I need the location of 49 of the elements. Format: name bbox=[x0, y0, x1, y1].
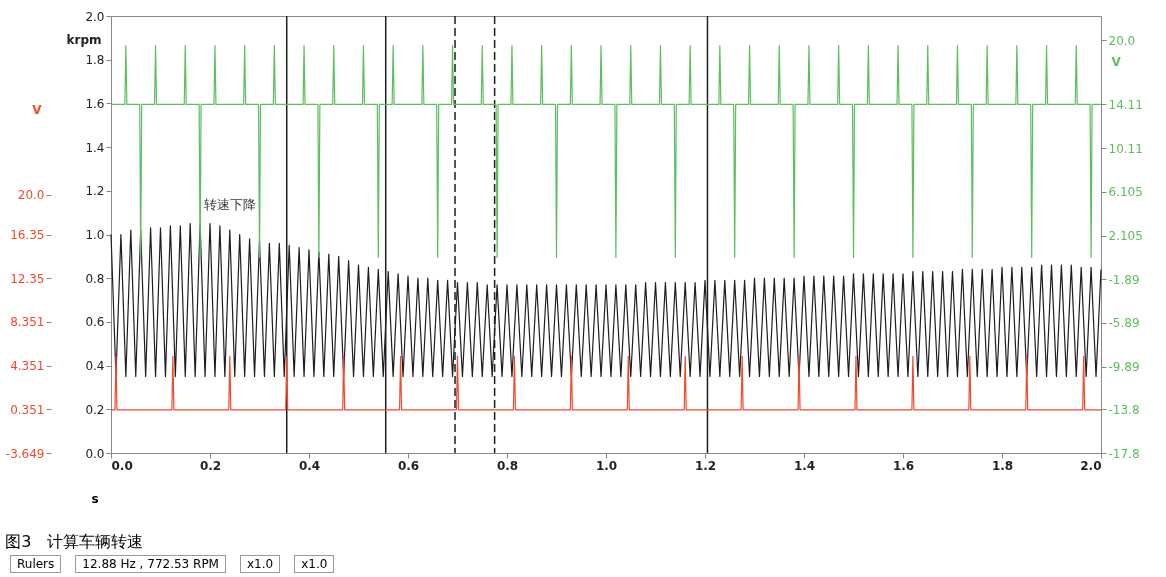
y3-tick-label: 20.0 bbox=[17, 188, 45, 203]
y3-tick-label: 8.351 bbox=[10, 315, 45, 330]
x-tick-label: 0.2 bbox=[199, 458, 222, 473]
y2-tick-label: 14.11 bbox=[1108, 97, 1143, 112]
y2-tick-label: 2.105 bbox=[1108, 229, 1143, 244]
text: x1.0 bbox=[294, 555, 335, 573]
y3-tick-label: 12.35 bbox=[10, 271, 45, 286]
y-tick-label: 0.0 bbox=[85, 446, 105, 461]
x-tick-label: 0.4 bbox=[298, 458, 321, 473]
x-axis-title: s bbox=[91, 491, 99, 506]
annotation: 转速下降 bbox=[203, 196, 256, 212]
x-tick-label: 1.8 bbox=[991, 458, 1014, 473]
x-tick-label: 0.6 bbox=[397, 458, 420, 473]
y-axis-title: krpm bbox=[66, 32, 102, 47]
y2-tick-label: 6.105 bbox=[1108, 185, 1143, 200]
text: Rulers bbox=[10, 555, 62, 573]
x-tick-label: 2.0 bbox=[1080, 458, 1102, 473]
x-tick-label: 0.8 bbox=[496, 458, 519, 473]
x-tick-label: 1.2 bbox=[694, 458, 717, 473]
y-tick-label: 0.6 bbox=[85, 315, 105, 330]
y2-tick-label: -5.89 bbox=[1108, 316, 1140, 331]
y-tick-label: 1.4 bbox=[85, 140, 105, 155]
y-tick-label: 1.2 bbox=[85, 184, 105, 199]
text: 12.88 Hz , 772.53 RPM bbox=[75, 555, 226, 573]
y-tick-label: 1.6 bbox=[85, 96, 105, 111]
x-tick-label: 0.0 bbox=[111, 458, 133, 473]
x-tick-label: 1.0 bbox=[595, 458, 618, 473]
y2-tick-label: -17.8 bbox=[1108, 446, 1140, 461]
y2-tick-label: 20.0 bbox=[1108, 33, 1136, 48]
y3-tick-label: 16.35 bbox=[10, 228, 45, 242]
y2-tick-label: 10.11 bbox=[1108, 141, 1143, 156]
y2-tick-label: -1.89 bbox=[1108, 272, 1140, 287]
x-tick-label: 1.4 bbox=[793, 458, 816, 473]
text: x1.0 bbox=[239, 555, 281, 573]
y-tick-label: 0.8 bbox=[85, 271, 105, 286]
y-tick-label: 1.8 bbox=[85, 53, 105, 68]
x-tick-label: 1.6 bbox=[892, 458, 915, 473]
y3-tick-label: 0.351 bbox=[10, 402, 45, 417]
text: 图3 计算车辆转速 bbox=[5, 532, 144, 551]
y2-tick-label: -13.8 bbox=[1108, 402, 1140, 417]
y3-tick-label: -3.649 bbox=[5, 446, 45, 461]
y3-tick-label: 4.351 bbox=[10, 359, 45, 374]
y-tick-label: 0.4 bbox=[85, 359, 105, 374]
y-tick-label: 1.0 bbox=[85, 228, 105, 242]
y2-tick-label: -9.89 bbox=[1108, 360, 1140, 375]
y-tick-label: 0.2 bbox=[85, 402, 105, 417]
y-tick-label: 2.0 bbox=[85, 9, 105, 24]
y2-axis-title: V bbox=[1111, 54, 1122, 69]
y3-axis-title: V bbox=[32, 102, 43, 117]
